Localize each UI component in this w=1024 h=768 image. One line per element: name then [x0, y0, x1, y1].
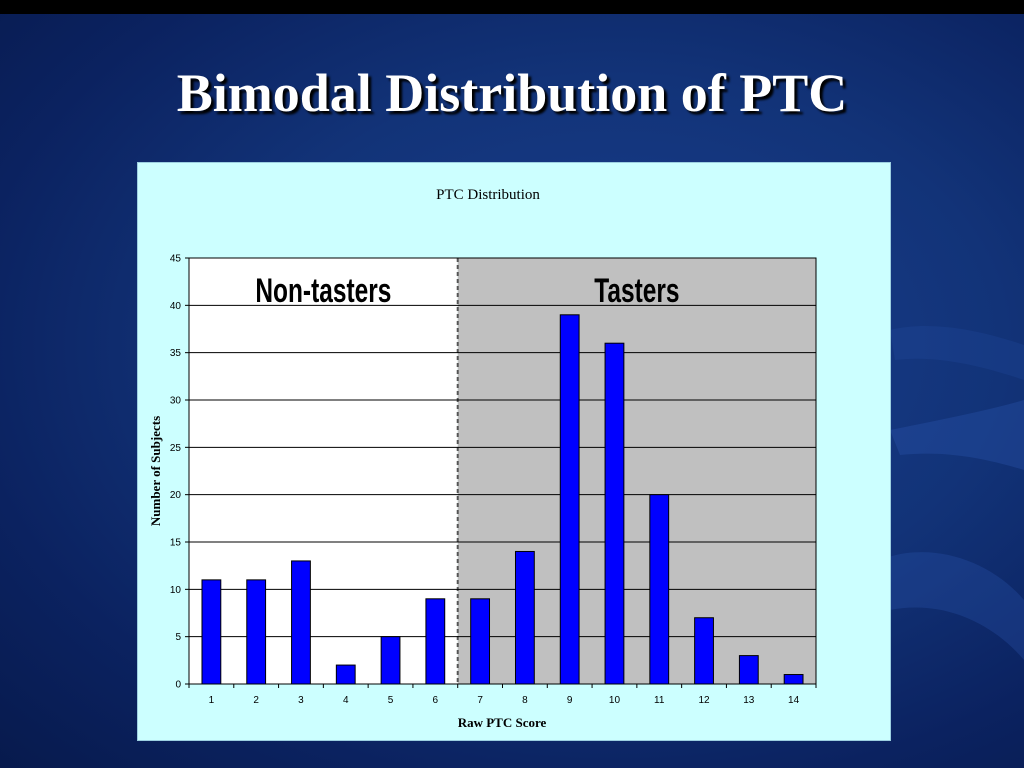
y-tick-label: 40: [170, 301, 182, 312]
chart-title: PTC Distribution: [436, 187, 540, 203]
region-non-tasters: [189, 258, 458, 684]
y-tick-label: 20: [170, 490, 182, 501]
y-axis-label: Number of Subjects: [148, 416, 163, 526]
bar-score-7: [470, 598, 491, 685]
x-tick-label: 8: [522, 695, 528, 706]
x-tick-label: 3: [298, 695, 304, 706]
x-tick-label: 1: [209, 695, 215, 706]
bar-score-6: [425, 598, 446, 685]
top-band: [0, 0, 1024, 14]
bar-score-2: [246, 579, 267, 685]
bar-score-3: [291, 560, 311, 685]
x-tick-label: 7: [477, 695, 483, 706]
x-tick-label: 10: [609, 695, 621, 706]
bar-score-13: [738, 655, 759, 685]
bar-score-14: [783, 674, 804, 685]
y-tick-label: 10: [170, 585, 182, 596]
region-tasters: [457, 258, 816, 684]
bar-score-4: [335, 664, 356, 685]
bar-score-9: [559, 314, 580, 685]
bar-score-5: [380, 636, 401, 685]
x-axis-label: Raw PTC Score: [458, 715, 547, 730]
x-tick-label: 9: [567, 695, 573, 706]
region-label: Non-tasters: [255, 272, 391, 310]
x-tick-label: 5: [388, 695, 394, 706]
x-tick-label: 6: [433, 695, 439, 706]
x-tick-label: 13: [743, 695, 755, 706]
bar-score-8: [514, 550, 535, 685]
y-tick-label: 0: [175, 680, 181, 691]
region-label: Tasters: [594, 272, 679, 310]
bar-score-10: [604, 342, 625, 685]
y-tick-label: 35: [170, 348, 182, 359]
bar-score-1: [201, 579, 222, 685]
y-tick-label: 5: [175, 632, 181, 643]
y-tick-label: 45: [170, 254, 182, 265]
x-tick-label: 12: [698, 695, 710, 706]
bar-score-12: [694, 617, 714, 685]
x-tick-label: 2: [253, 695, 259, 706]
bar-score-11: [649, 494, 670, 685]
x-tick-label: 4: [343, 695, 349, 706]
slide-title: Bimodal Distribution of PTC: [176, 63, 848, 123]
y-tick-label: 30: [170, 396, 182, 407]
plot-frame: [188, 257, 817, 685]
x-tick-label: 11: [654, 695, 665, 706]
chart-panel: Non-tasters Tasters 0 5 10 15 20 25 30 35 40 45 1 2 3 4…: [137, 162, 891, 741]
y-tick-label: 15: [170, 538, 182, 549]
y-tick-label: 25: [170, 443, 182, 454]
x-tick-label: 14: [788, 695, 800, 706]
